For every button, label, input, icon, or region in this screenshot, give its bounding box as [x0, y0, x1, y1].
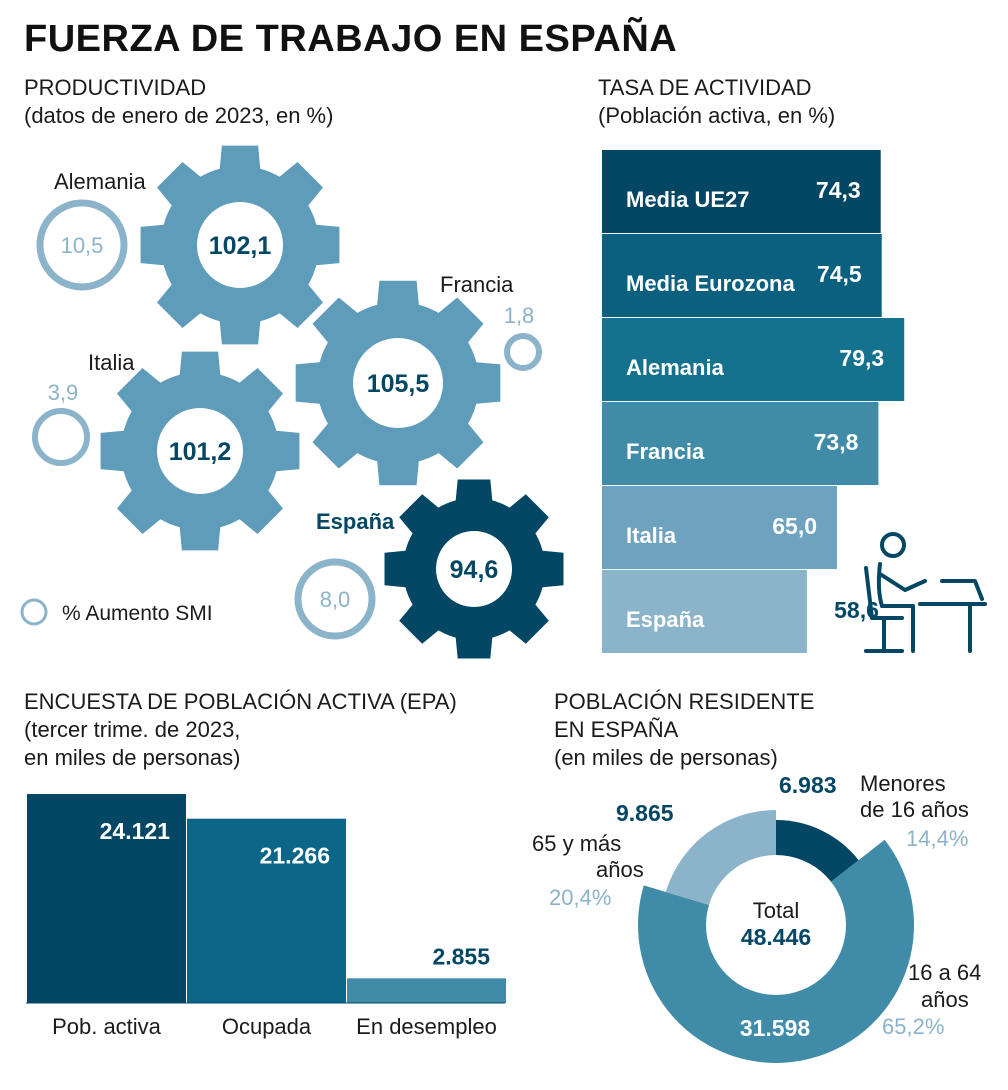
smi-legend-label: % Aumento SMI	[62, 602, 213, 625]
epa-bar	[27, 794, 186, 1003]
slice-name1-menores: Menores	[860, 771, 946, 796]
activity-bar	[602, 318, 905, 401]
smi-value-italia: 3,9	[48, 380, 79, 405]
slice-name1-mayores: 65 y más	[532, 831, 621, 856]
activity-bar-value: 74,5	[817, 261, 862, 287]
epa-bar-category: Pob. activa	[52, 1014, 162, 1039]
poblacion-heading-1: POBLACIÓN RESIDENTE	[554, 689, 815, 714]
gear-label-italia: Italia	[88, 350, 135, 375]
smi-ring-espana	[294, 558, 376, 640]
gear-value-alemania: 102,1	[209, 232, 272, 260]
epa-bar	[187, 818, 346, 1003]
activity-bar	[602, 486, 837, 569]
slice-pct-adultos: 65,2%	[882, 1014, 944, 1039]
actividad-subheading: (Población activa, en %)	[598, 103, 836, 128]
productividad-subheading: (datos de enero de 2023, en %)	[24, 103, 334, 128]
smi-ring-italia	[32, 408, 90, 466]
epa-bar-category: En desempleo	[356, 1014, 497, 1039]
smi-ring-alemania	[36, 199, 128, 291]
donut-slice	[776, 820, 859, 925]
donut-slice	[638, 839, 915, 1063]
slice-name2-menores: de 16 años	[860, 797, 969, 822]
slice-value-adultos: 31.598	[740, 1015, 811, 1041]
gear-hole-inner	[197, 202, 283, 288]
donut-total-value: 48.446	[741, 924, 811, 950]
epa-bar-value: 21.266	[260, 843, 330, 869]
activity-bar	[602, 402, 879, 485]
activity-bar-category: España	[626, 607, 705, 632]
epa-bar	[347, 978, 506, 1003]
slice-pct-menores: 14,4%	[906, 826, 968, 851]
gear-label-francia: Francia	[440, 272, 514, 297]
worker-icon	[864, 532, 987, 653]
activity-bar-category: Media Eurozona	[626, 271, 795, 296]
gear-hole-inner	[436, 531, 512, 607]
productividad-heading: PRODUCTIVIDAD	[24, 75, 207, 100]
activity-bar-value: 73,8	[814, 429, 859, 455]
gear-label-espana: España	[316, 509, 395, 534]
activity-bar-value: 79,3	[839, 345, 884, 371]
epa-heading: ENCUESTA DE POBLACIÓN ACTIVA (EPA)	[24, 689, 457, 714]
activity-bar-category: Alemania	[626, 355, 725, 380]
donut-slice	[665, 810, 776, 925]
smi-value-espana: 8,0	[320, 587, 351, 612]
gear-value-francia: 105,5	[367, 370, 430, 398]
gear-hole-inner	[157, 408, 243, 494]
gear-value-italia: 101,2	[169, 438, 232, 466]
gear-label-alemania: Alemania	[54, 169, 146, 194]
slice-pct-mayores: 20,4%	[549, 885, 611, 910]
gear-francia: 105,5 Francia 1,8	[295, 272, 542, 486]
gear-value-espana: 94,6	[450, 556, 499, 584]
epa-sub1: (tercer trime. de 2023,	[24, 717, 241, 742]
activity-bar-category: Media UE27	[626, 187, 750, 212]
actividad-heading: TASA DE ACTIVIDAD	[598, 75, 812, 100]
gear-hole-inner	[353, 338, 443, 428]
page-title: FUERZA DE TRABAJO EN ESPAÑA	[24, 18, 678, 60]
slice-name1-adultos: 16 a 64	[908, 960, 981, 985]
epa-bar-value: 24.121	[100, 818, 171, 844]
poblacion-donut	[638, 810, 915, 1063]
poblacion-subheading: (en miles de personas)	[554, 745, 778, 770]
gear-italia: 101,2 Italia 3,9	[32, 350, 300, 551]
slice-value-menores: 6.983	[779, 772, 837, 798]
epa-sub2: en miles de personas)	[24, 745, 241, 770]
smi-legend-ring	[20, 598, 48, 626]
gear-espana: 94,6 España 8,0	[294, 479, 564, 659]
slice-value-mayores: 9.865	[616, 800, 674, 826]
activity-bar	[602, 150, 881, 233]
smi-value-francia: 1,8	[504, 303, 535, 328]
slice-name2-adultos: años	[921, 987, 969, 1012]
epa-chart: 24.121 Pob. activa 21.266 Ocupada 2.855 En de…	[27, 794, 506, 1039]
activity-bar	[602, 234, 882, 317]
productividad-gears: 102,1 Alemania 10,5 105,5 Francia 1,8 10…	[20, 145, 564, 659]
gear-alemania: 102,1 Alemania 10,5	[36, 145, 340, 345]
donut-total-label: Total	[753, 898, 799, 923]
epa-bar-value: 2.855	[432, 943, 490, 969]
activity-bar-category: Francia	[626, 439, 705, 464]
activity-bar-value: 74,3	[816, 177, 861, 203]
poblacion-heading-2: EN ESPAÑA	[554, 717, 679, 742]
slice-name2-mayores: años	[596, 857, 644, 882]
activity-bar-category: Italia	[626, 523, 677, 548]
smi-value-alemania: 10,5	[61, 233, 104, 258]
smi-ring-francia	[504, 333, 542, 371]
epa-bar-category: Ocupada	[222, 1014, 312, 1039]
activity-bar	[602, 570, 807, 653]
activity-bar-value: 65,0	[772, 513, 817, 539]
tasa-actividad-chart: Media UE27 74,3 Media Eurozona 74,5 Alemania…	[602, 150, 905, 653]
